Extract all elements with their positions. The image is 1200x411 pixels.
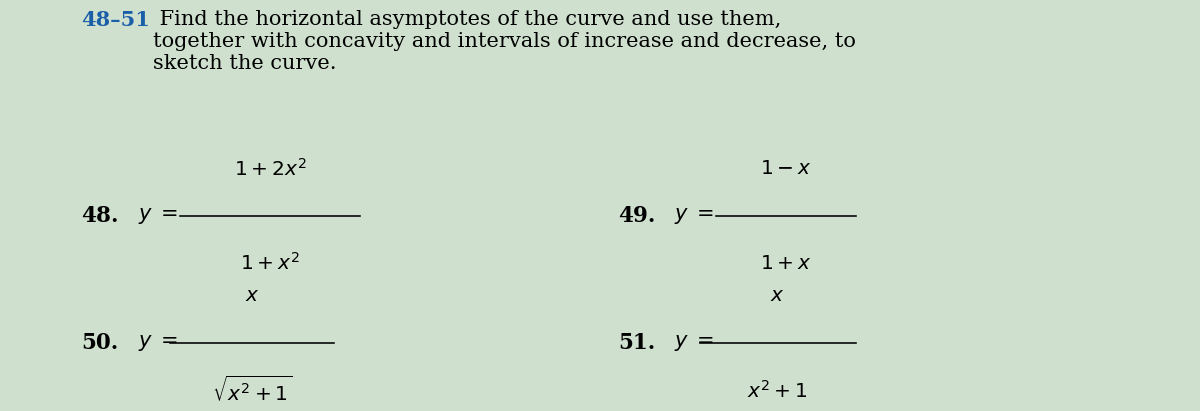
Text: 49.: 49. — [618, 205, 655, 227]
Text: 48–51: 48–51 — [82, 10, 150, 30]
Text: $y\;=$: $y\;=$ — [674, 206, 714, 226]
Text: $y\;=$: $y\;=$ — [674, 333, 714, 353]
Text: $1 + 2x^{2}$: $1 + 2x^{2}$ — [234, 157, 306, 180]
Text: 48.: 48. — [82, 205, 119, 227]
Text: $y\;=$: $y\;=$ — [138, 206, 178, 226]
Text: $\sqrt{x^{2}+1}$: $\sqrt{x^{2}+1}$ — [212, 376, 292, 405]
Text: Find the horizontal asymptotes of the curve and use them,
together with concavit: Find the horizontal asymptotes of the cu… — [152, 10, 856, 73]
Text: $x$: $x$ — [245, 286, 259, 305]
Text: 50.: 50. — [82, 332, 119, 354]
Text: 51.: 51. — [618, 332, 655, 354]
Text: $1 - x$: $1 - x$ — [761, 159, 811, 178]
Text: $x$: $x$ — [770, 286, 785, 305]
Text: $1 + x$: $1 + x$ — [761, 254, 811, 272]
Text: $x^{2}+1$: $x^{2}+1$ — [748, 379, 808, 402]
Text: $1 + x^{2}$: $1 + x^{2}$ — [240, 252, 300, 274]
Text: $y\;=$: $y\;=$ — [138, 333, 178, 353]
